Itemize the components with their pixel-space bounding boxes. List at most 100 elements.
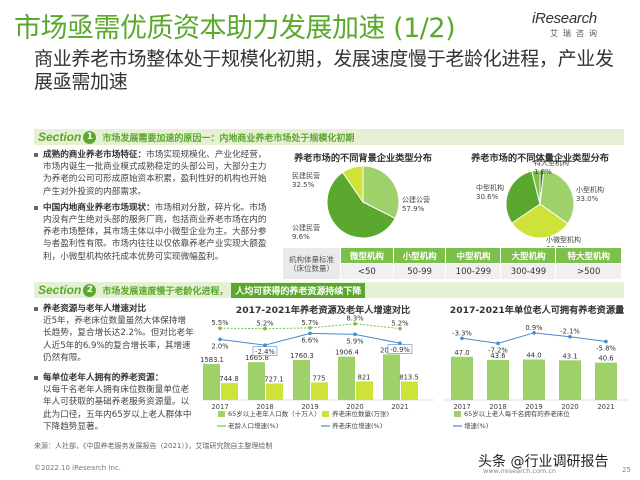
- iresearch-logo: iResearch 艾瑞咨询: [532, 10, 632, 46]
- line-point: [308, 331, 312, 336]
- legend-swatch: [322, 411, 329, 417]
- bar-label: 43.1: [562, 352, 577, 360]
- tick-label: 2019: [525, 403, 542, 411]
- pie-value: 33.0%: [576, 195, 599, 203]
- pie-value: 57.9%: [402, 205, 425, 213]
- section2-title: 市场发展速度慢于老龄化进程，: [102, 286, 229, 297]
- chart1-title: 2017-2021年养老资源及老年人增速对比: [235, 305, 411, 316]
- website: www.iresearch.com.cn: [483, 467, 557, 475]
- label-box: [252, 346, 278, 356]
- line-point: [460, 336, 464, 341]
- line-point: [496, 341, 500, 346]
- bar: [383, 354, 400, 400]
- pie2: 特大型机构 1.8%小型机构 33.0%小微型机构 30.7%中型机构 30.6…: [476, 160, 604, 250]
- section2-num: 2: [83, 283, 97, 297]
- legend-label: 65岁以上老年人口数（十万人）: [228, 409, 321, 418]
- line-point: [353, 321, 357, 326]
- bar-label: 47.0: [454, 349, 469, 357]
- page-number: 25: [622, 466, 631, 474]
- point-label: 5.2%: [256, 320, 274, 328]
- pie-slice: [539, 169, 575, 225]
- pie-slice: [326, 171, 396, 239]
- point-label: 0.9%: [525, 324, 543, 332]
- bar-label: 44.0: [526, 352, 541, 360]
- table-header: 大型机构: [500, 247, 557, 264]
- bar: [523, 359, 545, 400]
- line-point: [604, 339, 608, 344]
- list-item: 养老资源与老年人增速对比 近5年，养老床位数量虽然大体保持增长趋势，复合增长达2.…: [34, 303, 194, 364]
- bar-label: 40.6: [598, 355, 613, 363]
- point-label: 5.9%: [346, 337, 364, 345]
- line-point: [218, 337, 222, 342]
- source-note: 来源：人社部，《中国养老服务发展报告（2021）》，艾瑞研究院自主整理绘制: [34, 442, 273, 450]
- table-cell: 50-99: [392, 263, 447, 280]
- legend-label: 养老床位增速(%): [332, 421, 382, 430]
- point-label: 5.2%: [391, 320, 409, 328]
- logo-brand: iResearch: [532, 10, 597, 27]
- point-label: 5.7%: [301, 319, 319, 327]
- pie-label: 民建民营: [292, 171, 320, 180]
- tick-label: 2020: [346, 403, 363, 411]
- legend-label: 增速(%): [464, 421, 488, 430]
- table-cell: <50: [340, 263, 394, 280]
- table-row-label: 机构体量标准（床位数量）: [282, 247, 341, 280]
- legend-swatch: [218, 411, 225, 417]
- point-label: -3.3%: [452, 329, 472, 337]
- pie1: 民建民营 32.5% 公建公营 57.9% 公建民营 9.6%: [292, 165, 430, 241]
- tick-label: 2020: [561, 403, 578, 411]
- bar: [595, 362, 617, 400]
- bar: [293, 359, 310, 400]
- line-point: [263, 326, 267, 331]
- pie-label: 公建民营: [292, 223, 320, 232]
- tick-label: 2018: [256, 403, 273, 411]
- line-point: [398, 341, 402, 345]
- pie-slice: [362, 165, 400, 220]
- point-label: 5.5%: [211, 319, 229, 327]
- bar: [338, 356, 355, 400]
- chart1: 1583.1 744.8 2017 1665.8 727.1 2018 1760.3 775 2…: [200, 315, 434, 430]
- list-item: 中国内地商业养老市场现状：市场相对分散，碎片化。市场内没有产生绝对头部的服务厂商…: [34, 202, 274, 263]
- point-label: -7.2%: [488, 346, 508, 354]
- point-label: -2.4%: [255, 348, 275, 356]
- pie-value: 1.8%: [534, 168, 552, 176]
- pie-label: 小微型机构: [546, 235, 581, 244]
- section2-highlight: 人均可获得的养老资源持续下降: [231, 282, 366, 298]
- point-label: 8.3%: [346, 315, 364, 323]
- size-standard-table: 机构体量标准（床位数量） 微型机构 小型机构 中型机构 大型机构 特大型机构 <…: [282, 247, 622, 280]
- pie1-title: 养老市场的不同背景企业类型分布: [294, 153, 432, 164]
- chart2-title: 2017-2021年单位老人可拥有养老资源量: [449, 305, 625, 316]
- section2-label: Section: [38, 283, 82, 297]
- bar: [451, 356, 473, 400]
- bar-label: 1665.8: [245, 354, 269, 362]
- bar-label: 1760.3: [290, 352, 314, 360]
- bar: [248, 362, 265, 400]
- page-subtitle: 商业养老市场整体处于规模化初期，发展速度慢于老龄化进程，产业发展亟需加速: [34, 48, 614, 93]
- pie-slice: [505, 170, 541, 224]
- bar: [356, 381, 373, 400]
- bar: [559, 360, 581, 400]
- logo-cn: 艾瑞咨询: [550, 29, 602, 38]
- section2-bar: Section 2 市场发展速度慢于老龄化进程， 人均可获得的养老资源持续下降: [34, 282, 624, 298]
- legend-label: 养老床位数量(万张): [332, 409, 389, 418]
- tick-label: 2019: [301, 403, 318, 411]
- bar-label: 43.6: [490, 352, 505, 360]
- section1-bullets: 成熟的商业养老市场特征：市场实现规模化、产业化经营，市场内诞生一批商业模式成熟稳…: [34, 149, 274, 267]
- line-point: [568, 334, 572, 339]
- chart2: 47.0 2017 43.6 2018 44.0 2019 43.1 2020 40.6 2021…: [444, 324, 628, 430]
- table-cell: >500: [555, 263, 622, 280]
- bar: [221, 383, 238, 400]
- pie-slice: [511, 203, 569, 239]
- table-cell: 300-499: [500, 263, 557, 280]
- page-title: 市场亟需优质资本助力发展加速 (1/2): [14, 13, 456, 44]
- bar: [487, 359, 509, 400]
- point-label: 6.6%: [301, 336, 319, 344]
- bar: [266, 383, 283, 400]
- pie-slice: [531, 169, 541, 205]
- line-point: [398, 326, 402, 331]
- line-point: [263, 343, 267, 347]
- tick-label: 2018: [489, 403, 506, 411]
- bar-label: 813.5: [399, 374, 418, 382]
- tick-label: 2017: [211, 403, 228, 411]
- point-label: -0.9%: [390, 346, 410, 354]
- legend-label: 65岁以上老人每千名拥有的养老床位: [464, 409, 570, 418]
